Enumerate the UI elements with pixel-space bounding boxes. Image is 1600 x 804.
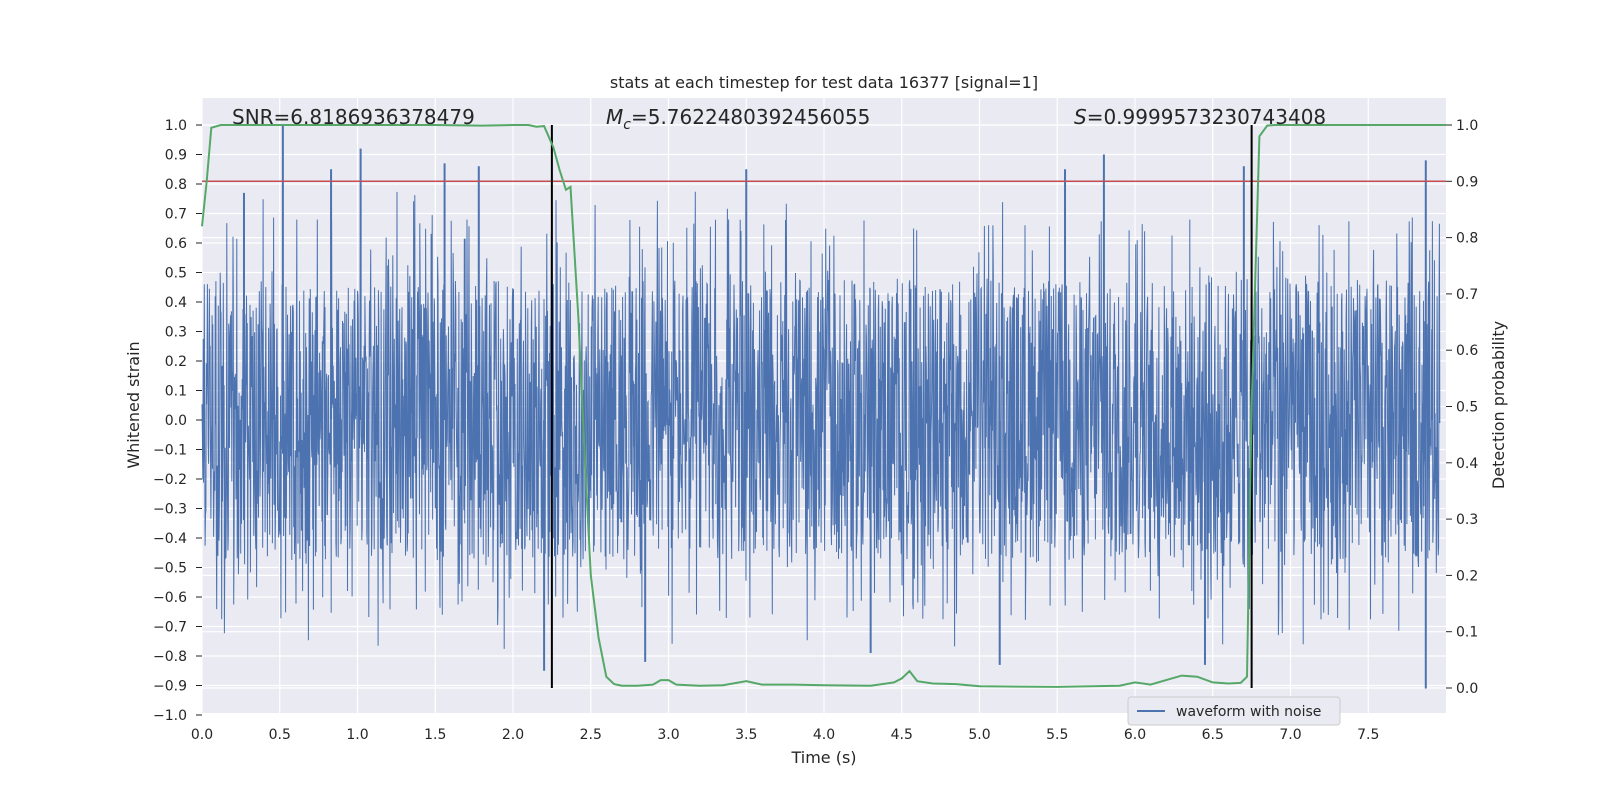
- legend-label: waveform with noise: [1176, 704, 1321, 720]
- y2-tick-label: 0.2: [1456, 568, 1478, 584]
- y2-tick-label: 0.1: [1456, 625, 1478, 641]
- detection-probability-line: [201, 124, 1446, 688]
- y2-tick-label: 0.5: [1456, 400, 1478, 416]
- chart-title: stats at each timestep for test data 163…: [610, 73, 1038, 92]
- y2-tick-label: 0.4: [1456, 456, 1478, 472]
- x-tick-label: 6.5: [1202, 727, 1224, 743]
- chirp-mass-symbol: M: [606, 105, 623, 129]
- waveform-series: [201, 125, 1441, 689]
- score-value: =0.9999573230743408: [1087, 105, 1326, 129]
- y-tick-label: 0.3: [165, 325, 187, 341]
- x-tick-label: 4.0: [813, 727, 835, 743]
- x-tick-label: 7.0: [1279, 727, 1301, 743]
- x-axis-label: Time (s): [790, 748, 856, 767]
- y-tick-label: −0.2: [153, 472, 187, 488]
- x-tick-label: 0.5: [269, 727, 291, 743]
- waveform-noise-line: [201, 191, 1441, 649]
- y-tick-label: 0.9: [165, 148, 187, 164]
- x-tick-label: 2.0: [502, 727, 524, 743]
- y-tick-label: −0.4: [153, 531, 187, 547]
- legend-box: [1127, 696, 1341, 726]
- y-tick-label: −0.7: [153, 620, 187, 636]
- x-tick-label: 5.5: [1046, 727, 1068, 743]
- x-tick-label: 7.5: [1357, 727, 1379, 743]
- y-tick-label: −0.3: [153, 502, 187, 518]
- y-tick-label: 0.0: [165, 413, 187, 429]
- x-tick-label: 5.0: [968, 727, 990, 743]
- x-tick-label: 4.5: [891, 727, 913, 743]
- x-tick-label: 0.0: [191, 727, 213, 743]
- x-tick-label: 1.5: [424, 727, 446, 743]
- y2-tick-label: 0.9: [1456, 174, 1478, 190]
- x-tick-label: 3.0: [657, 727, 679, 743]
- y-axis-label: Whitened strain: [124, 341, 143, 468]
- y-tick-label: 0.1: [165, 384, 187, 400]
- overlay-group: [201, 124, 1446, 688]
- y-tick-label: 1.0: [165, 118, 187, 134]
- y2-tick-label: 0.3: [1456, 512, 1478, 528]
- score-annotation: S=0.9999573230743408: [1074, 105, 1326, 129]
- y-tick-label: 0.6: [165, 236, 187, 252]
- x-tick-label: 6.0: [1124, 727, 1146, 743]
- y-tick-label: −0.1: [153, 443, 187, 459]
- y2-tick-label: 0.8: [1456, 231, 1478, 247]
- y2-tick-label: 0.0: [1456, 681, 1478, 697]
- y-tick-label: −0.6: [153, 590, 187, 606]
- tick-labels: 0.0 0.5 1.0 1.5 2.0 2.5 3.0 3.5 4.0 4.5 5.0 5.5 6.0 6…: [153, 118, 1478, 743]
- chirp-mass-value: =5.7622480392456055: [631, 105, 870, 129]
- y-tick-label: −1.0: [153, 708, 187, 724]
- y-tick-label: 0.7: [165, 207, 187, 223]
- y-tick-label: 0.2: [165, 354, 187, 370]
- y-tick-label: 0.8: [165, 177, 187, 193]
- chirp-mass-subscript: c: [623, 117, 631, 133]
- x-tick-label: 2.5: [580, 727, 602, 743]
- score-symbol: S: [1074, 105, 1087, 129]
- y-tick-label: −0.9: [153, 679, 187, 695]
- y2-tick-label: 1.0: [1456, 118, 1478, 134]
- x-tick-label: 3.5: [735, 727, 757, 743]
- y-tick-label: 0.4: [165, 295, 187, 311]
- y-tick-label: −0.8: [153, 649, 187, 665]
- x-tick-label: 1.0: [346, 727, 368, 743]
- y2-tick-label: 0.6: [1456, 343, 1478, 359]
- y2-axis-label: Detection probability: [1489, 321, 1508, 489]
- y-tick-label: −0.5: [153, 561, 187, 577]
- y-tick-label: 0.5: [165, 266, 187, 282]
- y2-tick-label: 0.7: [1456, 287, 1478, 303]
- snr-annotation: SNR=6.8186936378479: [232, 105, 475, 129]
- chirp-mass-annotation: Mc=5.7622480392456055: [606, 105, 870, 133]
- legend: waveform with noise: [1127, 696, 1341, 726]
